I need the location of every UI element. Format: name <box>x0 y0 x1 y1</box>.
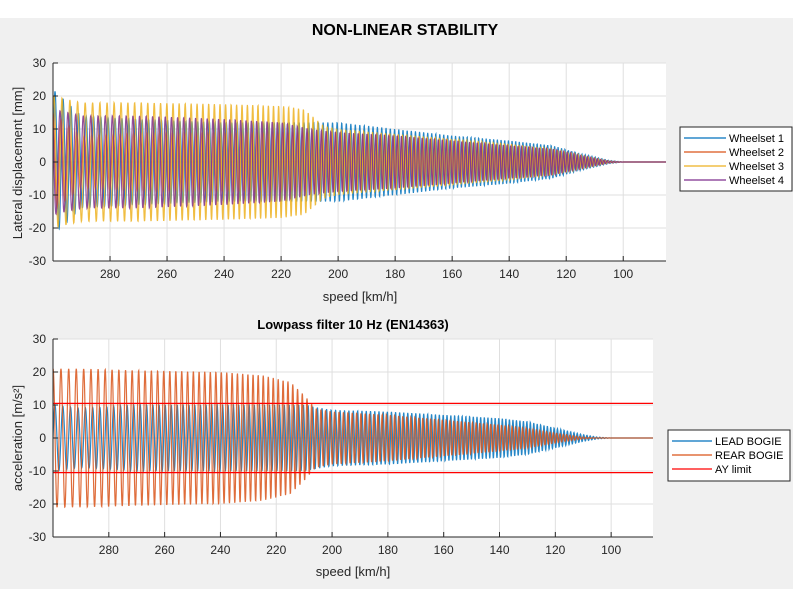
x-tick-label: 200 <box>328 267 348 281</box>
x-tick-label: 280 <box>100 267 120 281</box>
x-tick-label: 160 <box>434 543 454 557</box>
x-tick-label: 220 <box>271 267 291 281</box>
y-tick-label: 30 <box>33 332 47 346</box>
y-tick-label: 30 <box>33 56 47 70</box>
y-tick-label: -20 <box>29 497 47 511</box>
x-axis-label: speed [km/h] <box>323 289 397 304</box>
axes-lateral-displacement: Lateral displacement [mm] speed [km/h] 2… <box>10 56 793 304</box>
y-axis-label: Lateral displacement [mm] <box>10 87 25 239</box>
x-tick-label: 260 <box>155 543 175 557</box>
x-tick-label: 140 <box>499 267 519 281</box>
x-tick-label: 140 <box>489 543 509 557</box>
x-tick-label: 180 <box>385 267 405 281</box>
x-tick-label: 100 <box>601 543 621 557</box>
x-tick-label: 120 <box>556 267 576 281</box>
y-tick-label: -10 <box>29 464 47 478</box>
y-tick-label: 0 <box>39 155 46 169</box>
x-axis-label: speed [km/h] <box>316 564 390 579</box>
x-tick-label: 160 <box>442 267 462 281</box>
y-tick-label: -30 <box>29 254 47 268</box>
y-tick-label: 10 <box>33 122 47 136</box>
series-line-rear-bogie <box>53 367 653 509</box>
x-tick-label: 280 <box>99 543 119 557</box>
subplot-title: Lowpass filter 10 Hz (EN14363) <box>257 317 448 332</box>
x-tick-label: 120 <box>545 543 565 557</box>
figure: NON-LINEAR STABILITY Lateral displacemen… <box>0 18 793 589</box>
figure-canvas: NON-LINEAR STABILITY Lateral displacemen… <box>10 22 793 579</box>
plot-lines <box>53 91 666 231</box>
figure-title: NON-LINEAR STABILITY <box>312 22 499 39</box>
legend-entry: AY limit <box>715 464 751 476</box>
y-tick-label: 10 <box>33 398 47 412</box>
plot-lines <box>53 367 653 509</box>
legend-entry: Wheelset 3 <box>729 161 784 173</box>
y-tick-label: 20 <box>33 89 47 103</box>
y-tick-label: -20 <box>29 221 47 235</box>
x-tick-label: 100 <box>613 267 633 281</box>
legend-entry: LEAD BOGIE <box>715 436 782 448</box>
x-tick-label: 220 <box>266 543 286 557</box>
x-tick-label: 240 <box>210 543 230 557</box>
y-tick-label: -30 <box>29 530 47 544</box>
y-axis-label: acceleration [m/s²] <box>10 385 25 491</box>
legend-entry: Wheelset 4 <box>729 175 784 187</box>
legend: Wheelset 1 Wheelset 2 Wheelset 3 Wheelset 4 <box>679 126 793 192</box>
x-tick-label: 240 <box>214 267 234 281</box>
axes-acceleration: Lowpass filter 10 Hz (EN14363) accelerat… <box>10 317 791 579</box>
legend: LEAD BOGIE REAR BOGIE AY limit <box>667 429 791 482</box>
x-tick-label: 260 <box>157 267 177 281</box>
y-tick-label: -10 <box>29 188 47 202</box>
legend-entry: REAR BOGIE <box>715 450 783 462</box>
legend-entry: Wheelset 1 <box>729 133 784 145</box>
series-line-wheelset-4 <box>53 109 666 216</box>
x-tick-label: 180 <box>378 543 398 557</box>
y-tick-label: 20 <box>33 365 47 379</box>
y-tick-label: 0 <box>39 431 46 445</box>
legend-entry: Wheelset 2 <box>729 147 784 159</box>
x-tick-label: 200 <box>322 543 342 557</box>
